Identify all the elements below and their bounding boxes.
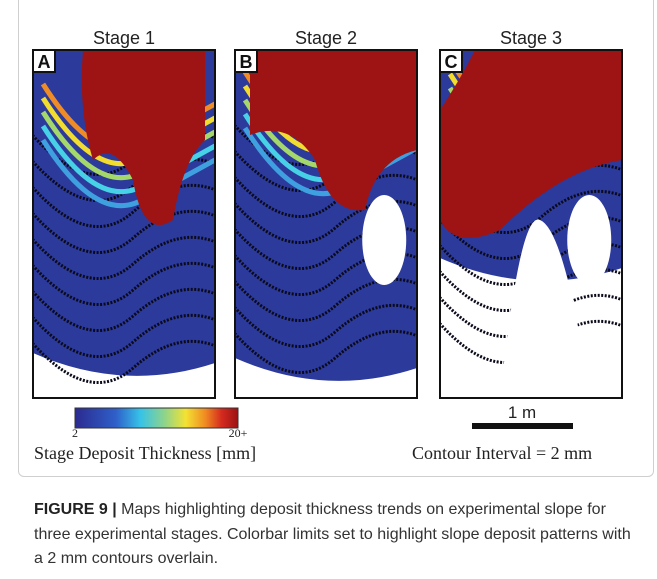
map: C <box>435 50 627 398</box>
scale-bar <box>472 423 573 429</box>
caption-label: FIGURE 9 | <box>34 501 117 518</box>
page: Stage 1 A Stage 2 B Stage 3 C 2 20+ Stage Dep… <box>0 0 657 579</box>
contour-note: Contour Interval = 2 mm <box>412 443 592 463</box>
colorbar-max: 20+ <box>229 426 248 440</box>
no-deposit <box>362 195 406 285</box>
colorbar-title: Stage Deposit Thickness [mm] <box>34 443 256 463</box>
map: A <box>28 50 220 398</box>
no-deposit <box>567 195 611 285</box>
figure: Stage 1 A Stage 2 B Stage 3 C 2 20+ Stage Dep… <box>0 0 657 480</box>
panel-title: Stage 1 <box>93 28 155 48</box>
caption-text: Maps highlighting deposit thickness tren… <box>34 501 631 567</box>
colorbar <box>75 408 238 428</box>
panel-label: B <box>240 52 253 72</box>
map-body <box>435 50 627 398</box>
map-body <box>230 50 422 398</box>
panel-title: Stage 2 <box>295 28 357 48</box>
map-body <box>28 50 220 398</box>
panel-label: C <box>445 52 458 72</box>
scale-bar-label: 1 m <box>508 403 536 422</box>
panel-label: A <box>38 52 51 72</box>
caption: FIGURE 9 | Maps highlighting deposit thi… <box>34 498 640 572</box>
colorbar-min: 2 <box>72 426 78 440</box>
map: B <box>230 50 422 398</box>
panel-title: Stage 3 <box>500 28 562 48</box>
